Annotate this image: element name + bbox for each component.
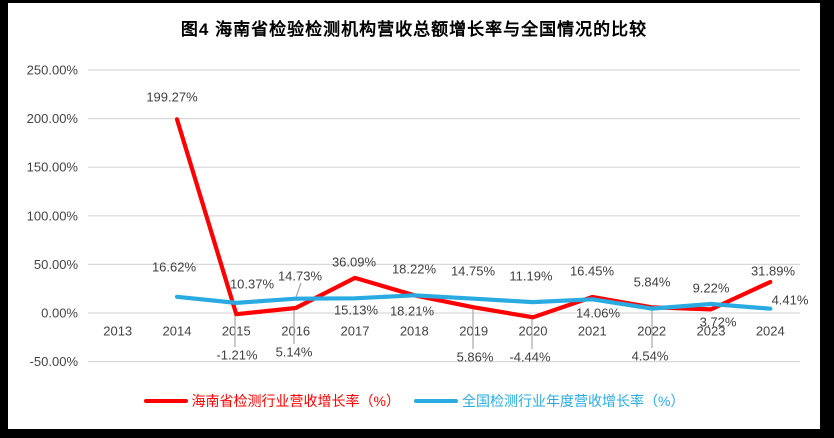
data-label: 3.72% [700,315,737,330]
data-label: 16.45% [570,264,615,279]
series-line-national [174,293,773,311]
data-label: -4.44% [509,350,551,365]
data-label: 14.75% [451,264,496,279]
x-axis-label: 2015 [222,324,251,339]
data-label: 18.21% [390,304,435,319]
y-axis-tick-label: 250.00% [27,63,79,78]
data-label: 5.86% [457,350,494,365]
x-axis-label: 2014 [163,324,192,339]
data-label: 10.37% [230,277,275,292]
y-axis-tick-label: 150.00% [27,160,79,175]
data-label: 199.27% [146,90,198,105]
y-axis-tick-label: 50.00% [34,257,79,272]
data-label: 36.09% [332,255,377,270]
legend-line-swatch-national [414,398,458,404]
data-label: 4.54% [632,349,669,364]
data-label: 9.22% [693,281,730,296]
chart-title: 图4 海南省检验检测机构营收总额增长率与全国情况的比较 [180,20,648,39]
x-axis-label: 2016 [281,324,310,339]
data-label: 14.73% [278,269,323,284]
y-axis-tick-label: -50.00% [30,354,79,369]
chart-legend: 海南省检测行业营收增长率（%） 全国检测行业年度营收增长率（%） [8,391,820,411]
data-label: 31.89% [751,264,796,279]
x-axis-label: 2013 [103,324,132,339]
data-label: 4.41% [772,293,809,308]
x-axis-label: 2021 [578,324,607,339]
data-label: 11.19% [509,269,553,284]
x-axis-label: 2020 [519,324,548,339]
data-label: 16.62% [152,260,197,275]
data-label: 5.14% [276,345,313,360]
data-label: -1.21% [216,348,258,363]
data-label: 5.84% [634,275,671,290]
y-axis-tick-label: 200.00% [27,111,79,126]
data-label: 14.06% [576,306,621,321]
legend-item-hainan: 海南省检测行业营收增长率（%） [143,391,400,411]
x-axis-label: 2018 [400,324,429,339]
legend-label-hainan: 海南省检测行业营收增长率（%） [191,393,400,409]
y-axis-tick-label: 100.00% [27,208,79,223]
x-axis-label: 2019 [459,324,488,339]
x-axis-label: 2023 [697,324,726,339]
leader-line [295,282,302,298]
data-label: 15.13% [334,303,379,318]
legend-item-national: 全国检测行业年度营收增长率（%） [414,391,684,411]
data-label: 18.22% [392,262,437,277]
legend-label-national: 全国检测行业年度营收增长率（%） [462,393,685,409]
legend-line-swatch-hainan [143,398,188,404]
x-axis-label: 2024 [756,324,785,339]
x-axis-label: 2017 [341,324,370,339]
y-axis-tick-label: 0.00% [41,306,78,321]
